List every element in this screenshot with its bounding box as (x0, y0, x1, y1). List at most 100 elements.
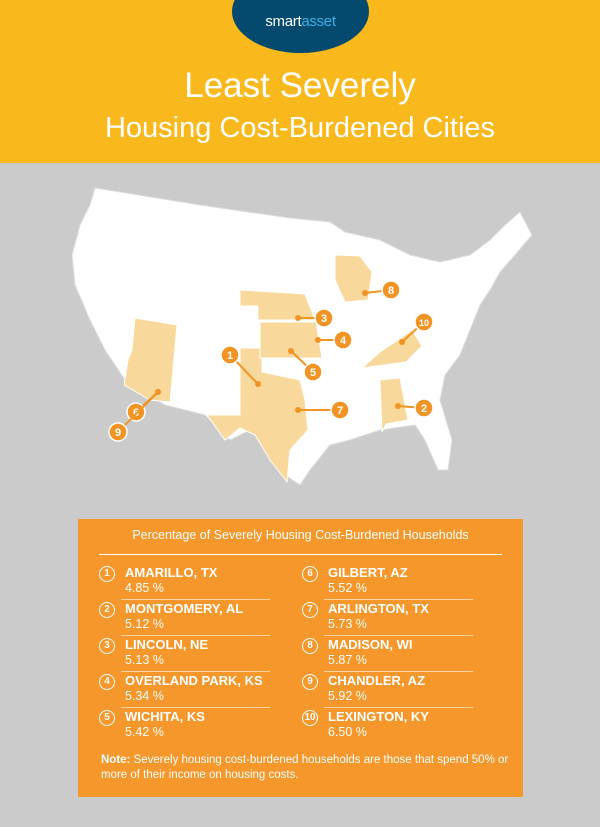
city-value: 5.92 % (328, 689, 367, 703)
city-name: MADISON, WI (328, 637, 413, 652)
us-map: 1 2 3 4 5 6 7 8 9 10 (71, 187, 533, 486)
city-value: 5.87 % (328, 653, 367, 667)
marker-number: 7 (337, 405, 343, 417)
state-kansas (259, 321, 323, 359)
divider (324, 599, 473, 600)
marker-dot (295, 407, 301, 413)
list-item: 1 AMARILLO, TX 4.85 % (99, 565, 299, 601)
rank-badge: 10 (302, 710, 318, 726)
marker-number: 9 (115, 427, 121, 439)
state-nebraska (239, 289, 316, 321)
marker-dot (255, 381, 261, 387)
city-name: MONTGOMERY, AL (125, 601, 244, 616)
rank-badge: 4 (99, 674, 115, 690)
city-marker: 10 (399, 312, 434, 345)
note-label: Note: (101, 754, 131, 766)
marker-badge (126, 402, 146, 422)
marker-number: 4 (340, 335, 347, 347)
city-name: AMARILLO, TX (125, 565, 218, 580)
city-value: 4.85 % (125, 581, 164, 595)
rank-badge: 6 (302, 566, 318, 582)
city-value: 5.12 % (125, 617, 164, 631)
city-marker: 1 (220, 345, 261, 387)
marker-dot (362, 290, 368, 296)
city-name: GILBERT, AZ (328, 565, 408, 580)
rank-badge: 1 (99, 566, 115, 582)
list-item: 5 WICHITA, KS 5.42 % (99, 709, 299, 745)
city-name: LEXINGTON, KY (328, 709, 429, 724)
city-marker: 5 (288, 348, 323, 382)
marker-badge (381, 280, 401, 300)
rank-badge: 2 (99, 602, 115, 618)
marker-number: 2 (421, 403, 427, 415)
marker-number: 8 (388, 285, 394, 297)
marker-badge (330, 400, 350, 420)
logo-text-accent: asset (301, 13, 336, 30)
marker-number: 1 (227, 350, 233, 362)
city-marker: 8 (362, 280, 401, 300)
city-value: 5.13 % (125, 653, 164, 667)
marker-badge (108, 422, 128, 442)
marker-dot (399, 339, 405, 345)
list-item: 4 OVERLAND PARK, KS 5.34 % (99, 673, 299, 709)
list-item: 10 LEXINGTON, KY 6.50 % (302, 709, 502, 745)
page-subtitle: Housing Cost-Burdened Cities (104, 112, 496, 144)
city-value: 5.34 % (125, 689, 164, 703)
rank-badge: 7 (302, 602, 318, 618)
city-value: 5.52 % (328, 581, 367, 595)
divider (121, 635, 270, 636)
rank-badge: 3 (99, 638, 115, 654)
divider (121, 599, 270, 600)
list-item: 2 MONTGOMERY, AL 5.12 % (99, 601, 299, 637)
marker-number: 3 (321, 313, 327, 325)
city-name: CHANDLER, AZ (328, 673, 426, 688)
city-marker: 7 (295, 400, 350, 420)
city-marker: 3 (295, 308, 334, 328)
city-value: 5.73 % (328, 617, 367, 631)
state-texas (206, 347, 309, 484)
city-marker: 2 (395, 398, 434, 418)
state-arizona (123, 317, 178, 403)
state-kentucky (360, 329, 423, 369)
marker-badge (414, 398, 434, 418)
city-name: OVERLAND PARK, KS (125, 673, 263, 688)
divider (324, 635, 473, 636)
divider (121, 671, 270, 672)
state-alabama (379, 377, 409, 433)
list-item: 9 CHANDLER, AZ 5.92 % (302, 673, 502, 709)
divider (99, 554, 502, 555)
city-name: LINCOLN, NE (125, 637, 209, 652)
divider (324, 671, 473, 672)
panel-title: Percentage of Severely Housing Cost-Burd… (132, 528, 469, 542)
city-value: 5.42 % (125, 725, 164, 739)
list-item: 6 GILBERT, AZ 5.52 % (302, 565, 502, 601)
rank-badge: 5 (99, 710, 115, 726)
city-marker: 4 (315, 330, 353, 350)
logo-text: smart (265, 13, 302, 30)
rank-badge: 8 (302, 638, 318, 654)
marker-badge (220, 345, 240, 365)
marker-badge (303, 362, 323, 382)
marker-badge (333, 330, 353, 350)
marker-badge (414, 312, 434, 332)
divider (121, 707, 270, 708)
city-name: WICHITA, KS (125, 709, 205, 724)
list-item: 3 LINCOLN, NE 5.13 % (99, 637, 299, 673)
marker-dot (295, 315, 301, 321)
marker-dot (315, 337, 321, 343)
smartasset-logo: smartasset (232, 0, 369, 53)
city-value: 6.50 % (328, 725, 367, 739)
marker-badge (314, 308, 334, 328)
list-item: 8 MADISON, WI 5.87 % (302, 637, 502, 673)
divider (324, 707, 473, 708)
marker-dot (288, 348, 294, 354)
marker-number: 5 (310, 367, 316, 379)
marker-dot (155, 389, 161, 395)
rank-badge: 9 (302, 674, 318, 690)
marker-number: 10 (419, 318, 429, 328)
note: Note: Severely housing cost-burdened hou… (101, 753, 511, 783)
page-title: Least Severely (184, 66, 416, 105)
list-item: 7 ARLINGTON, TX 5.73 % (302, 601, 502, 637)
city-marker: 9 (108, 389, 161, 442)
header: smartasset Least Severely Housing Cost-B… (0, 0, 600, 163)
